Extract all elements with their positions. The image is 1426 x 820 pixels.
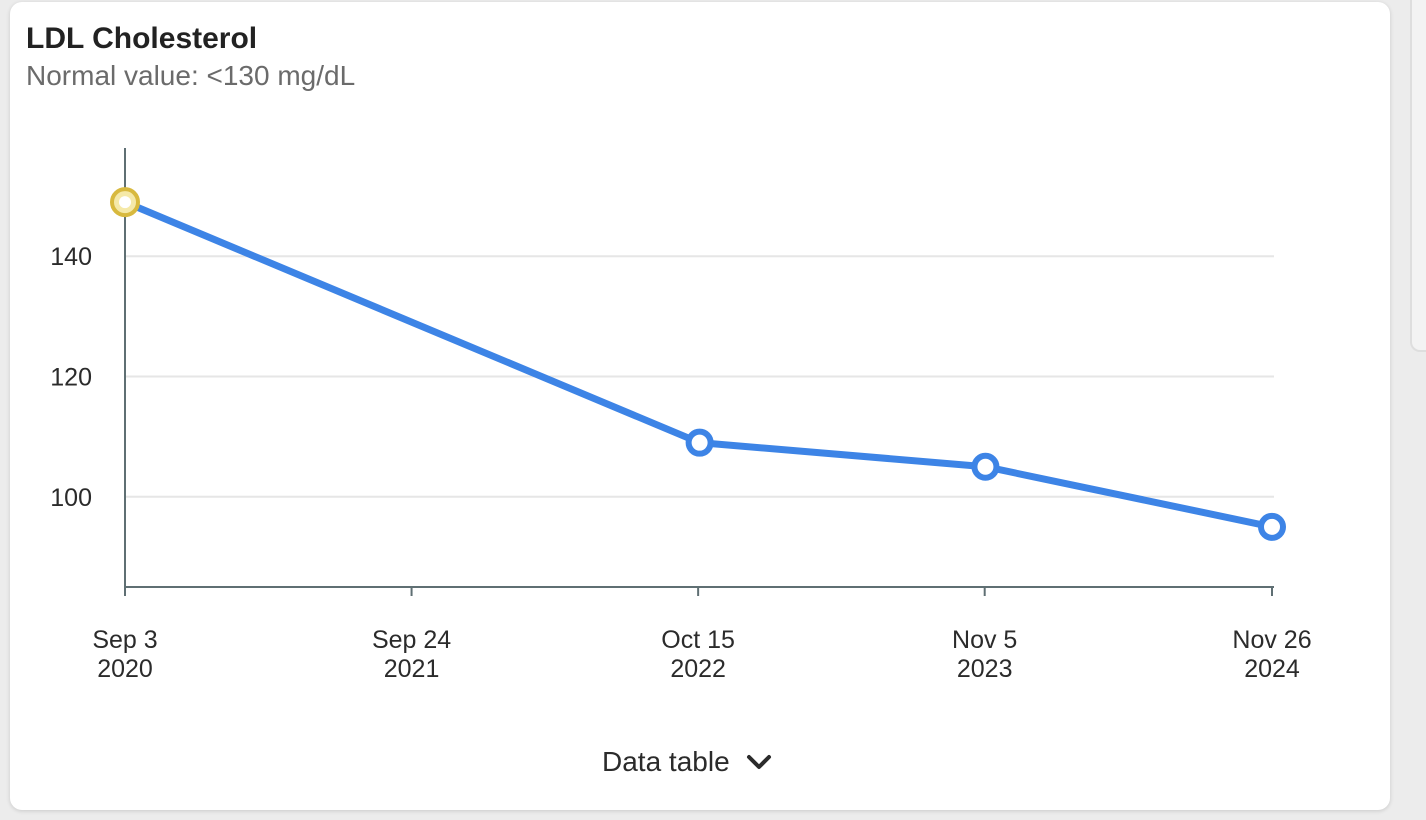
lab-result-card: LDL Cholesterol Normal value: <130 mg/dL… (10, 2, 1390, 810)
series-line (121, 198, 1276, 531)
y-tick-label: 100 (50, 484, 92, 512)
x-tick-label-date: Sep 3 (92, 626, 157, 654)
x-tick-label-year: 2023 (957, 655, 1013, 683)
scrollbar[interactable] (1410, 0, 1426, 352)
y-tick-label: 140 (50, 243, 92, 271)
data-table-label: Data table (602, 746, 730, 777)
ldl-series (110, 187, 1286, 541)
card-title: LDL Cholesterol (26, 22, 258, 55)
x-tick-label-date: Nov 5 (952, 626, 1017, 654)
data-table-toggle[interactable]: Data table (602, 746, 774, 778)
x-tick-label-year: 2021 (384, 655, 440, 683)
x-tick-label-date: Sep 24 (372, 626, 451, 654)
chevron-down-icon (746, 755, 771, 769)
x-tick-label-date: Oct 15 (661, 626, 735, 654)
x-tick-label-year: 2024 (1244, 655, 1300, 683)
y-tick-label: 120 (50, 364, 92, 392)
normal-range-subtitle: Normal value: <130 mg/dL (26, 60, 356, 91)
data-point (685, 428, 714, 457)
x-tick-label-year: 2022 (670, 655, 726, 683)
x-tick-label-year: 2020 (97, 655, 153, 683)
grid-lines (125, 255, 1274, 498)
axes (124, 148, 1274, 596)
x-tick-label-date: Nov 26 (1232, 626, 1311, 654)
data-point-center (119, 196, 131, 209)
data-point (1258, 512, 1286, 541)
data-point (971, 452, 1000, 481)
